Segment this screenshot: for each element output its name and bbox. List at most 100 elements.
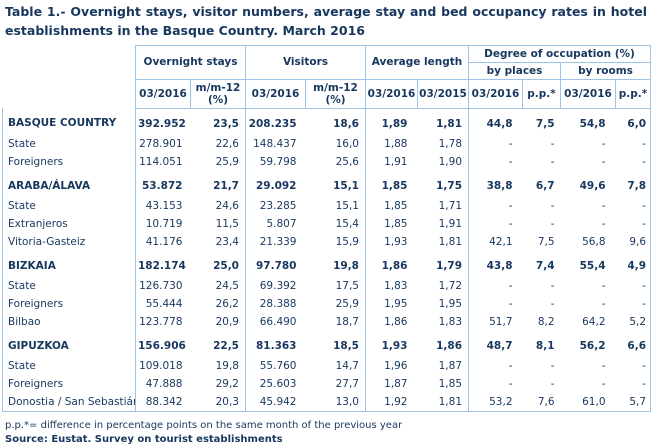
table-cell: 156.906 xyxy=(138,339,186,352)
table-cell: - xyxy=(615,294,652,313)
table-cell: - xyxy=(550,155,555,168)
table-cell: - xyxy=(615,214,652,233)
table-cell: 1,90 xyxy=(417,152,470,171)
row-label: Foreigners xyxy=(2,294,136,313)
table-cell: 1,93 xyxy=(384,235,408,248)
col-subgroup-by-rooms: by rooms xyxy=(560,61,652,80)
table-cell: 20,3 xyxy=(190,392,246,412)
row-label: State xyxy=(2,356,136,375)
table-cell: 4,9 xyxy=(615,250,652,277)
table-cell: - xyxy=(550,377,555,390)
table-cell: 26,2 xyxy=(190,294,246,313)
table-cell: - xyxy=(508,359,513,372)
table-cell: 123.778 xyxy=(139,315,183,328)
col-header: 03/2016 xyxy=(468,78,524,109)
table-cell: 24,5 xyxy=(190,276,246,295)
table-row: Foreigners 114.051 25,9 59.798 25,6 1,91… xyxy=(2,152,652,171)
col-header: 03/2016 xyxy=(245,78,306,109)
table-row: Foreigners 47.888 29,2 25.603 27,7 1,87 … xyxy=(2,374,652,393)
table-cell: 182.174 xyxy=(138,259,186,272)
col-header: 03/2016 xyxy=(365,78,418,109)
table-row: Donostia / San Sebastián 88.342 20,3 45.… xyxy=(2,392,652,412)
table-row: State 43.153 24,6 23.285 15,1 1,85 1,71 … xyxy=(2,196,652,215)
table-row: State 278.901 22,6 148.437 16,0 1,88 1,7… xyxy=(2,134,652,153)
table-cell: 18,6 xyxy=(305,108,366,135)
table-cell: 1,95 xyxy=(384,297,408,310)
table-cell: 1,89 xyxy=(381,117,408,130)
table-cell: 64,2 xyxy=(582,315,606,328)
table-cell: 66.490 xyxy=(259,315,297,328)
table-cell: 25,9 xyxy=(190,152,246,171)
table-cell: 23,5 xyxy=(190,108,246,135)
table-cell: 42,1 xyxy=(489,235,513,248)
table-cell: 109.018 xyxy=(139,359,183,372)
table-cell: 55.444 xyxy=(145,297,183,310)
table-cell: 56,2 xyxy=(579,339,606,352)
table-row: GIPUZKOA 156.906 22,5 81.363 18,5 1,93 1… xyxy=(2,330,652,357)
table-cell: 1,75 xyxy=(417,170,470,197)
col-header: m/m-12 (%) xyxy=(305,78,366,109)
table-cell: 6,7 xyxy=(535,179,555,192)
table-cell: 55,4 xyxy=(579,259,606,272)
table-cell: 53.872 xyxy=(141,179,183,192)
table-cell: 7,8 xyxy=(615,170,652,197)
table-cell: 1,95 xyxy=(417,294,470,313)
table-cell: 19,8 xyxy=(305,250,366,277)
table-cell: - xyxy=(601,279,606,292)
table-cell: 29,2 xyxy=(190,374,246,393)
col-header: 03/2016 xyxy=(560,78,617,109)
pp-definition-note: p.p.*= difference in percentage points o… xyxy=(5,419,403,431)
row-label: Donostia / San Sebastián xyxy=(2,392,136,412)
hotel-statistics-table: Overnight stays Visitors Average length … xyxy=(2,44,652,412)
table-cell: 43,8 xyxy=(486,259,513,272)
table-cell: 53,2 xyxy=(468,392,523,412)
row-label: State xyxy=(2,134,136,153)
table-row: ARABA/ÁLAVA 53.872 21,7 29.092 15,1 1,85… xyxy=(2,170,652,197)
row-label: Foreigners xyxy=(2,374,136,393)
table-cell: 7,5 xyxy=(537,235,555,248)
col-header: p.p.* xyxy=(615,78,652,109)
table-cell: - xyxy=(615,356,652,375)
table-cell: 69.392 xyxy=(259,279,297,292)
table-cell: - xyxy=(601,199,606,212)
table-cell: 24,6 xyxy=(190,196,246,215)
table-row: BIZKAIA 182.174 25,0 97.780 19,8 1,86 1,… xyxy=(2,250,652,277)
table-cell: - xyxy=(601,137,606,150)
table-cell: 1,92 xyxy=(365,392,418,412)
table-cell: 114.051 xyxy=(139,155,183,168)
table-cell: 208.235 xyxy=(248,117,297,130)
table-cell: - xyxy=(601,217,606,230)
row-label: ARABA/ÁLAVA xyxy=(2,170,136,197)
table-cell: 148.437 xyxy=(253,137,297,150)
table-cell: 18,5 xyxy=(305,330,366,357)
table-title: Table 1.- Overnight stays, visitor numbe… xyxy=(5,4,647,38)
table-cell: 1,71 xyxy=(417,196,470,215)
table-cell: 18,7 xyxy=(305,312,366,331)
table-cell: - xyxy=(508,199,513,212)
table-cell: 38,8 xyxy=(486,179,513,192)
table-cell: 41.176 xyxy=(145,235,183,248)
table-cell: 1,87 xyxy=(384,377,408,390)
table-cell: 56,8 xyxy=(582,235,606,248)
table-cell: - xyxy=(508,155,513,168)
table-row: Bilbao 123.778 20,9 66.490 18,7 1,86 1,8… xyxy=(2,312,652,331)
table-cell: - xyxy=(550,279,555,292)
table-row: State 109.018 19,8 55.760 14,7 1,96 1,87… xyxy=(2,356,652,375)
table-cell: 1,93 xyxy=(381,339,408,352)
table-cell: 7,6 xyxy=(522,392,561,412)
table-cell: 1,83 xyxy=(417,312,470,331)
table-body: BASQUE COUNTRY 392.952 23,5 208.235 18,6… xyxy=(2,108,652,412)
table-cell: 45.942 xyxy=(245,392,306,412)
table-cell: 61,0 xyxy=(560,392,616,412)
table-cell: 1,81 xyxy=(417,392,470,412)
table-cell: 9,6 xyxy=(615,232,652,251)
table-cell: 25,6 xyxy=(305,152,366,171)
table-cell: 16,0 xyxy=(305,134,366,153)
table-cell: 10.719 xyxy=(145,217,183,230)
table-cell: - xyxy=(550,137,555,150)
table-cell: 23.285 xyxy=(259,199,297,212)
table-cell: 1,91 xyxy=(384,155,408,168)
table-cell: 11,5 xyxy=(190,214,246,233)
table-cell: - xyxy=(615,134,652,153)
table-cell: 1,85 xyxy=(384,217,408,230)
